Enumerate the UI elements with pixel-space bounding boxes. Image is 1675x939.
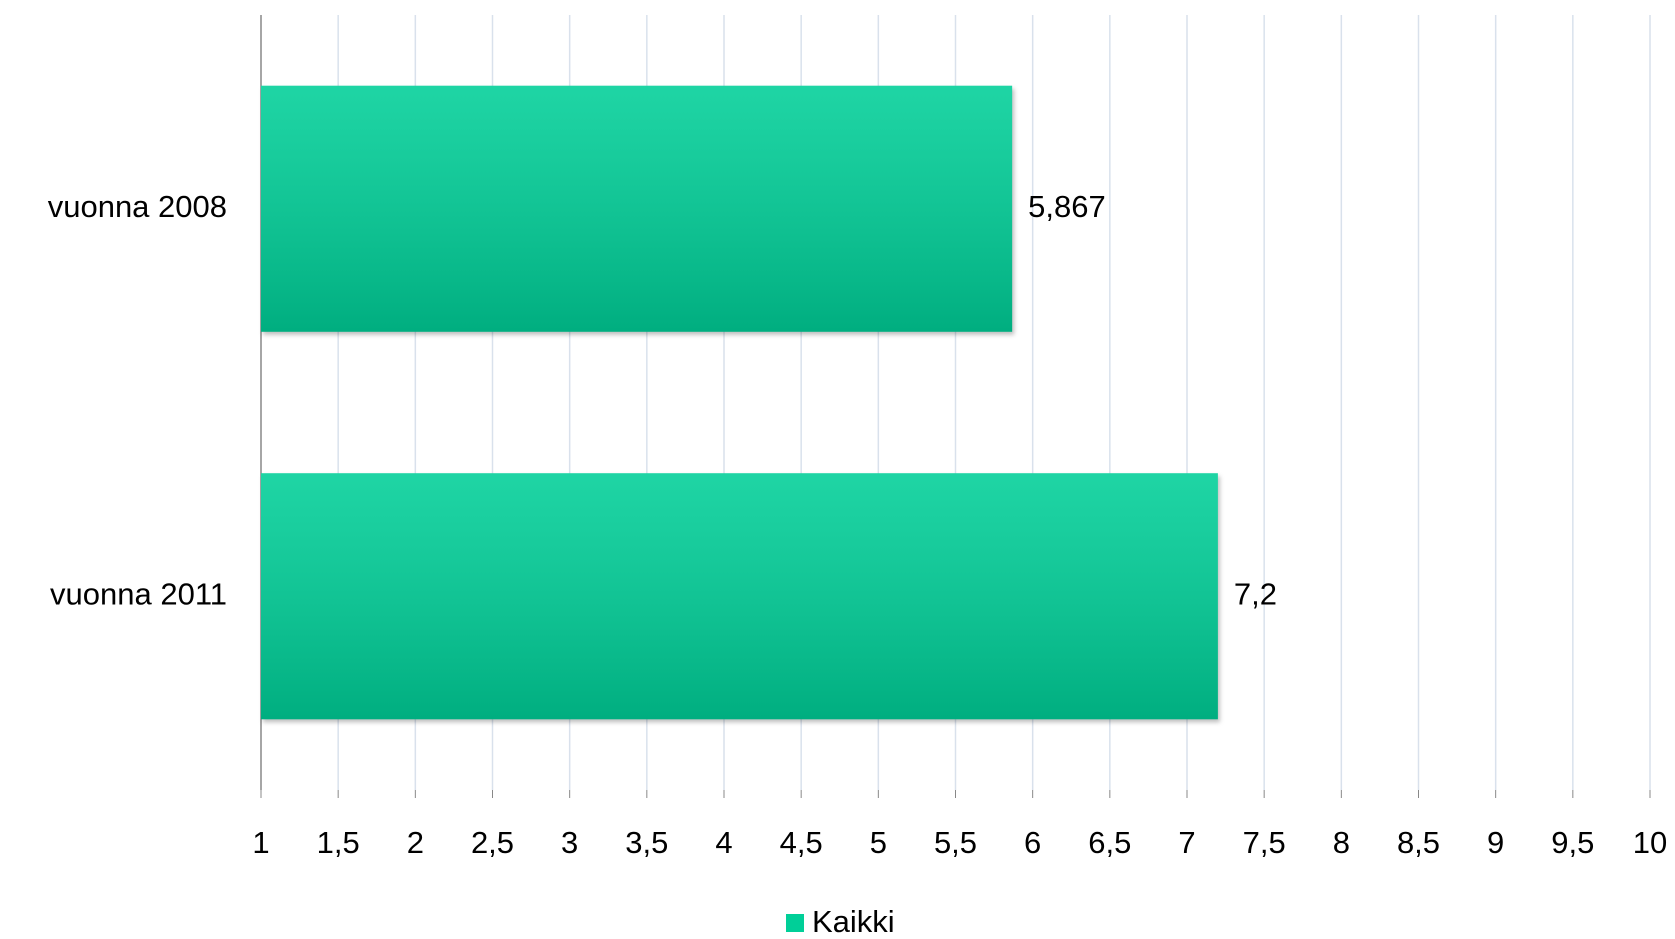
x-tick-label: 8,5 <box>1397 825 1440 860</box>
x-tick-label: 1 <box>252 825 269 860</box>
data-label: 7,2 <box>1234 576 1277 611</box>
x-tick-label: 10 <box>1633 825 1667 860</box>
data-label: 5,867 <box>1028 189 1106 224</box>
x-tick-label: 5,5 <box>934 825 977 860</box>
y-tick-label: vuonna 2008 <box>48 189 227 224</box>
x-tick-label: 6,5 <box>1088 825 1131 860</box>
x-tick-label: 2 <box>407 825 424 860</box>
x-tick-label: 7,5 <box>1243 825 1286 860</box>
x-tick-label: 6 <box>1024 825 1041 860</box>
legend-label: Kaikki <box>812 904 895 939</box>
bar-shade <box>261 85 1013 332</box>
x-tick-label: 3,5 <box>625 825 668 860</box>
x-tick-label: 4 <box>715 825 732 860</box>
y-tick-label: vuonna 2011 <box>50 576 227 611</box>
x-tick-label: 9 <box>1487 825 1504 860</box>
legend-swatch <box>786 914 804 932</box>
x-tick-label: 2,5 <box>471 825 514 860</box>
x-tick-label: 5 <box>870 825 887 860</box>
x-tick-label: 8 <box>1333 825 1350 860</box>
x-tick-label: 9,5 <box>1551 825 1594 860</box>
x-tick-label: 3 <box>561 825 578 860</box>
bar-shade <box>261 473 1218 720</box>
x-tick-label: 7 <box>1178 825 1195 860</box>
x-tick-label: 4,5 <box>780 825 823 860</box>
x-tick-label: 1,5 <box>317 825 360 860</box>
